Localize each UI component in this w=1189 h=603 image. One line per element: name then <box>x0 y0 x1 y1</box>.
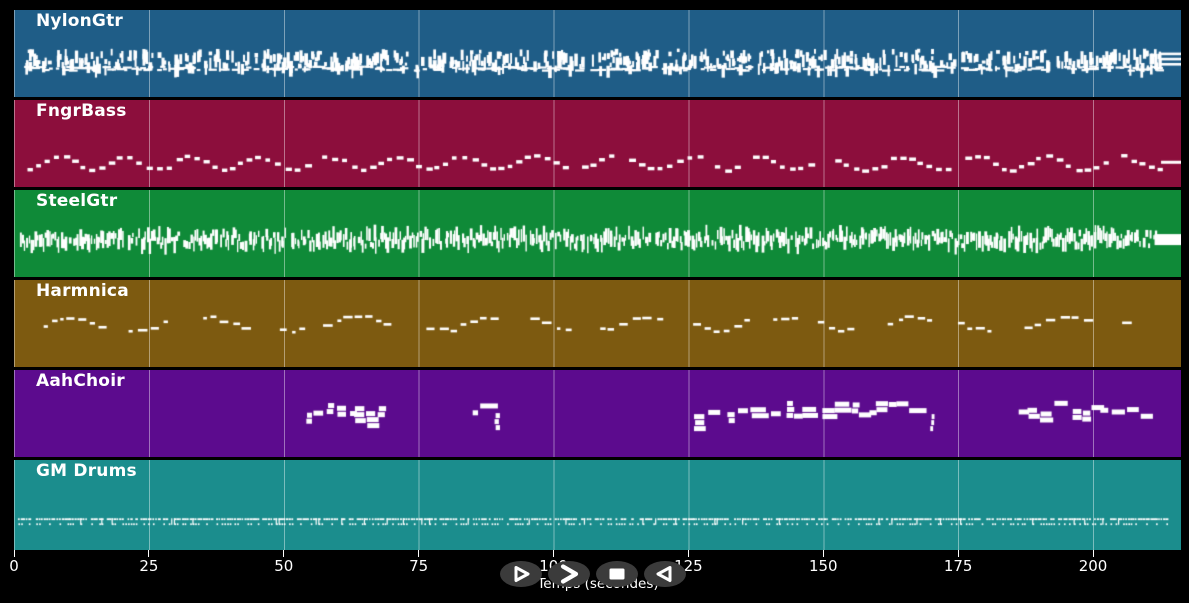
track-nylongtr: NylonGtr <box>14 10 1181 97</box>
x-tick-mark <box>13 550 15 557</box>
track-steelgtr: SteelGtr <box>14 190 1181 277</box>
stop-icon <box>605 564 629 584</box>
track-label-gmdrums: GM Drums <box>36 461 137 481</box>
x-tick-mark <box>1092 550 1094 557</box>
rewind-icon <box>653 564 677 584</box>
x-tick-mark <box>957 550 959 557</box>
fast-forward-button[interactable] <box>548 561 590 587</box>
x-tick-mark <box>687 550 689 557</box>
track-aahchoir-notes-canvas <box>14 370 1181 457</box>
track-harmnica-notes-canvas <box>14 280 1181 367</box>
track-steelgtr-notes-canvas <box>14 190 1181 277</box>
track-fngrbass-notes-canvas <box>14 100 1181 187</box>
x-tick-label: 175 <box>943 557 973 575</box>
track-label-fngrbass: FngrBass <box>36 101 127 121</box>
transport-controls <box>0 561 1189 588</box>
track-label-harmnica: Harmnica <box>36 281 129 301</box>
x-tick-mark <box>148 550 150 557</box>
x-tick-label: 75 <box>409 557 429 575</box>
x-tick-label: 150 <box>808 557 838 575</box>
x-tick-label: 200 <box>1078 557 1108 575</box>
track-label-aahchoir: AahChoir <box>36 371 125 391</box>
track-nylongtr-notes-canvas <box>14 10 1181 97</box>
track-gmdrums: GM Drums <box>14 460 1181 550</box>
stop-button[interactable] <box>596 561 638 587</box>
fast-forward-icon <box>557 564 581 584</box>
track-gmdrums-notes-canvas <box>14 460 1181 550</box>
x-tick-label: 0 <box>9 557 19 575</box>
x-tick-mark <box>553 550 555 557</box>
track-aahchoir: AahChoir <box>14 370 1181 457</box>
play-button[interactable] <box>500 561 542 587</box>
x-tick-mark <box>822 550 824 557</box>
rewind-button[interactable] <box>644 561 686 587</box>
x-tick-mark <box>418 550 420 557</box>
track-label-steelgtr: SteelGtr <box>36 191 118 211</box>
x-tick-label: 50 <box>274 557 294 575</box>
track-harmnica: Harmnica <box>14 280 1181 367</box>
x-tick-label: 25 <box>139 557 159 575</box>
track-label-nylongtr: NylonGtr <box>36 11 123 31</box>
play-icon <box>509 564 533 584</box>
track-fngrbass: FngrBass <box>14 100 1181 187</box>
x-tick-mark <box>283 550 285 557</box>
